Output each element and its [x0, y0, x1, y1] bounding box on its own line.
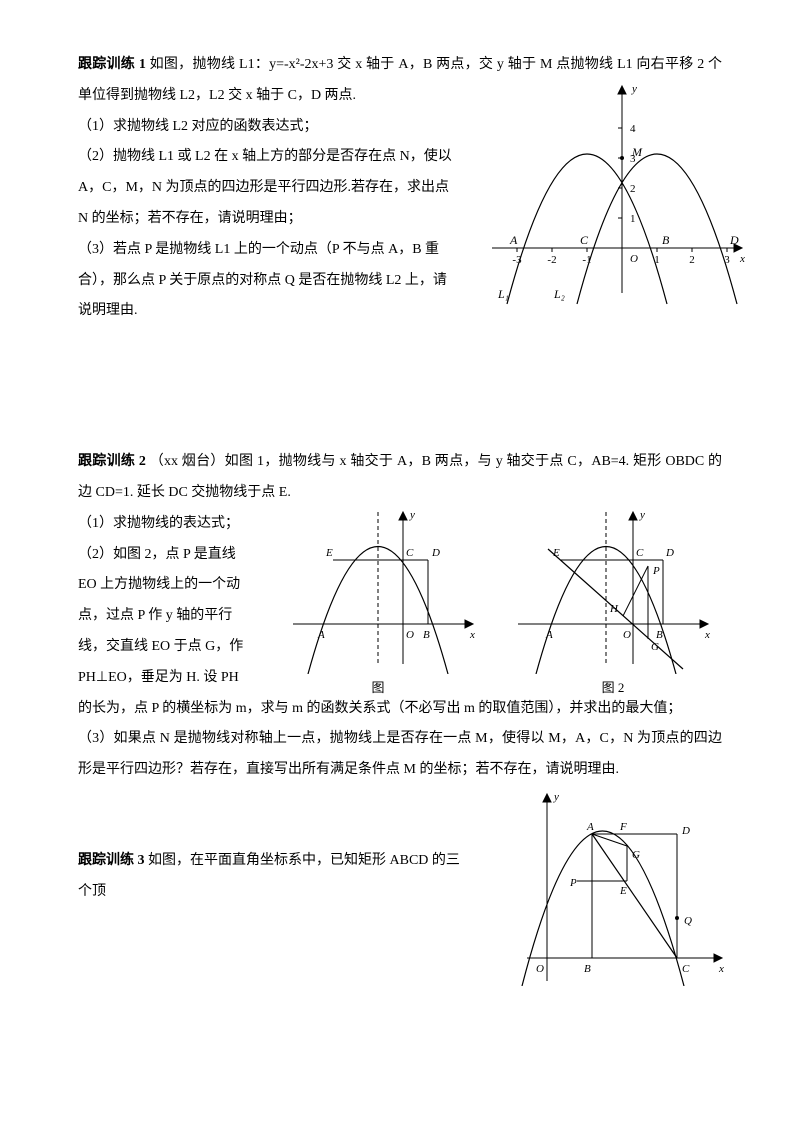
svg-text:A: A	[509, 233, 518, 247]
svg-text:2: 2	[689, 254, 695, 266]
p2-chart1: y x O A B C D E 图	[278, 504, 478, 703]
axes	[492, 86, 742, 293]
svg-text:2: 2	[630, 183, 636, 195]
curve-l2	[577, 154, 737, 304]
p2-chart2: y x O A B C D E P H G 图 2	[508, 504, 718, 703]
svg-text:G: G	[651, 641, 659, 653]
problem-1: 跟踪训练 1 如图，抛物线 L1：y=-x²-2x+3 交 x 轴于 A，B 两…	[78, 50, 722, 327]
svg-text:B: B	[584, 963, 591, 975]
problem-2: 跟踪训练 2 （xx 烟台）如图 1，抛物线与 x 轴交于 A，B 两点，与 y…	[78, 447, 722, 786]
p1-chart: -3 -2 -1 1 2 3 1 2 3 4 O x y A C	[482, 78, 752, 308]
svg-text:y: y	[631, 83, 637, 95]
svg-text:x: x	[469, 629, 475, 641]
svg-text:x: x	[704, 629, 710, 641]
p3-chart: y x O A B C D F G P E Q	[512, 786, 732, 986]
svg-text:E: E	[552, 547, 560, 559]
svg-text:O: O	[536, 963, 544, 975]
svg-text:F: F	[619, 821, 627, 833]
p1-q3: （3）若点 P 是抛物线 L1 上的一个动点（P 不与点 A，B 重合），那么点…	[78, 235, 458, 327]
svg-text:y: y	[409, 509, 415, 521]
p2-q2a: （2）如图 2，点 P 是直线	[78, 540, 258, 571]
svg-text:A: A	[545, 629, 553, 641]
svg-text:O: O	[630, 253, 638, 265]
p2-chart2-caption: 图 2	[508, 674, 718, 703]
p2-left-text: （1）求抛物线的表达式； （2）如图 2，点 P 是直线 EO 上方抛物线上的一…	[78, 509, 258, 694]
svg-text:H: H	[609, 603, 619, 615]
svg-text:E: E	[325, 547, 333, 559]
svg-text:E: E	[619, 885, 627, 897]
svg-text:O: O	[406, 629, 414, 641]
svg-text:B: B	[656, 629, 663, 641]
svg-text:4: 4	[630, 123, 636, 135]
svg-text:y: y	[553, 791, 559, 803]
svg-text:D: D	[665, 547, 674, 559]
svg-text:G: G	[632, 849, 640, 861]
svg-text:O: O	[623, 629, 631, 641]
p2-source: （xx 烟台）	[146, 454, 225, 469]
svg-text:D: D	[431, 547, 440, 559]
svg-text:L₂: L₂	[553, 287, 565, 301]
svg-text:-2: -2	[547, 254, 556, 266]
svg-text:y: y	[639, 509, 645, 521]
svg-text:1: 1	[630, 213, 636, 225]
svg-text:A: A	[586, 821, 594, 833]
svg-text:x: x	[739, 253, 745, 265]
p1-q1: （1）求抛物线 L2 对应的函数表达式；	[78, 112, 458, 143]
svg-text:A: A	[317, 629, 325, 641]
svg-text:Q: Q	[684, 915, 692, 927]
p2-q2b: EO 上方抛物线上的一个动点，过点 P 作 y 轴的平行线，交直线 EO 于点 …	[78, 570, 258, 693]
svg-text:C: C	[580, 233, 589, 247]
p1-q2: （2）抛物线 L1 或 L2 在 x 轴上方的部分是否存在点 N，使以A，C，M…	[78, 142, 458, 234]
svg-text:x: x	[718, 963, 724, 975]
svg-text:L₁: L₁	[497, 287, 509, 301]
problem-3: 跟踪训练 3 如图，在平面直角坐标系中，已知矩形 ABCD 的三个顶	[78, 846, 722, 908]
svg-text:C: C	[682, 963, 690, 975]
p2-chart1-caption: 图	[278, 674, 478, 703]
p1-header: 跟踪训练 1	[78, 57, 146, 72]
svg-text:C: C	[636, 547, 644, 559]
p2-q3: （3）如果点 N 是抛物线对称轴上一点，抛物线上是否存在一点 M，使得以 M，A…	[78, 724, 722, 786]
p3-header: 跟踪训练 3	[78, 853, 145, 868]
p2-header: 跟踪训练 2	[78, 454, 146, 469]
curve-l1	[507, 154, 667, 304]
p2-q1: （1）求抛物线的表达式；	[78, 509, 258, 540]
svg-text:B: B	[662, 233, 670, 247]
p1-questions: （1）求抛物线 L2 对应的函数表达式； （2）抛物线 L1 或 L2 在 x …	[78, 112, 458, 328]
svg-text:C: C	[406, 547, 414, 559]
svg-text:B: B	[423, 629, 430, 641]
svg-text:M: M	[631, 145, 643, 159]
svg-text:P: P	[569, 877, 577, 889]
p3-text: 跟踪训练 3 如图，在平面直角坐标系中，已知矩形 ABCD 的三个顶	[78, 846, 468, 908]
svg-text:P: P	[652, 565, 660, 577]
svg-text:D: D	[681, 825, 690, 837]
svg-text:D: D	[729, 233, 739, 247]
p2-line1: 跟踪训练 2 （xx 烟台）如图 1，抛物线与 x 轴交于 A，B 两点，与 y…	[78, 447, 722, 509]
